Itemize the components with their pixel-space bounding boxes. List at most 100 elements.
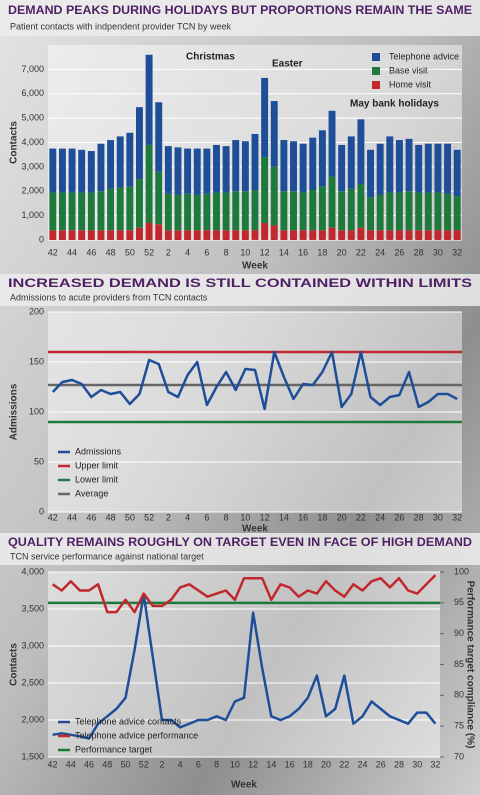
bar-segment [174,230,182,240]
bar-segment [97,191,105,231]
bar-segment [261,77,269,158]
bar-segment [174,194,182,231]
y-tick-label: 6,000 [21,88,44,98]
bar-segment [395,230,403,240]
bar-segment [184,230,192,240]
annotation: Christmas [186,52,235,63]
bar-segment [299,230,307,240]
legend-label: Admissions [75,446,122,456]
x-tick-label: 20 [337,247,347,257]
legend-label: Base visit [389,65,428,75]
bar-segment [49,148,57,193]
bar-segment [405,230,413,240]
bar-segment [241,141,249,192]
x-tick-label: 2 [159,759,164,769]
y-tick-label: 7,000 [21,64,44,74]
bar-segment [251,230,259,240]
y2-tick-label: 95 [454,597,464,607]
y-tick-label: 3,500 [21,603,44,613]
x-tick-label: 18 [317,247,327,257]
y-tick-label: 4,000 [21,137,44,147]
y-tick-label: 150 [29,356,44,366]
bar-segment [213,192,220,231]
bar-segment [338,230,346,240]
bar-segment [116,187,124,231]
header-band [0,274,480,306]
bar-segment [453,230,461,240]
bar-segment [135,179,143,228]
bar-segment [116,136,124,188]
x-tick-label: 30 [433,247,443,257]
bar-segment [68,230,76,240]
bar-segment [367,149,375,198]
bar-segment [309,190,317,231]
legend-label: Average [75,488,108,498]
y-axis-title: Contacts [9,121,20,164]
bar-segment [232,230,240,240]
bar-segment [444,143,452,194]
chart-title: DEMAND PEAKS DURING HOLIDAYS BUT PROPORT… [8,3,472,17]
y2-tick-label: 75 [454,721,464,731]
bar-segment [58,192,66,231]
y-tick-label: 100 [29,406,44,416]
x-tick-label: 14 [266,759,276,769]
y-axis-title: Admissions [9,383,20,440]
bar-segment [347,230,355,240]
bar-segment [453,196,461,231]
x-tick-label: 42 [48,759,58,769]
x-tick-label: 26 [376,759,386,769]
bar-segment [116,230,124,240]
x-tick-label: 52 [139,759,149,769]
bar-segment [376,194,384,231]
x-tick-label: 4 [185,512,190,522]
x-tick-label: 12 [260,512,270,522]
bar-segment [434,230,442,240]
x-axis-title: Week [242,261,268,272]
x-tick-label: 18 [317,512,327,522]
bar-segment [347,136,355,189]
bar-segment [376,143,384,195]
bar-segment [145,144,153,223]
bar-segment [386,230,394,240]
bar-segment [213,144,220,193]
bar-segment [107,140,115,189]
y-axis-title: Contacts [9,643,20,686]
bar-segment [184,193,192,231]
legend-swatch [372,53,380,61]
bar-segment [309,230,317,240]
x-tick-label: 12 [248,759,258,769]
bar-segment [309,137,317,191]
y2-tick-label: 90 [454,628,464,638]
x-tick-label: 10 [240,512,250,522]
bar-segment [222,230,230,240]
bar-segment [415,192,423,231]
bar-segment [251,133,259,191]
bar-segment [232,191,240,231]
x-tick-label: 42 [48,512,58,522]
bar-segment [261,157,269,223]
bar-segment [135,107,143,180]
x-tick-label: 48 [106,512,116,522]
x-tick-label: 8 [214,759,219,769]
y-tick-label: 1,500 [21,751,44,761]
bar-segment [49,192,57,231]
x-tick-label: 14 [279,512,289,522]
bar-segment [97,143,105,192]
y2-tick-label: 85 [454,659,464,669]
bar-segment [270,225,278,240]
plot-area [48,572,440,757]
x-tick-label: 52 [144,512,154,522]
bar-segment [174,147,182,195]
bar-segment [328,227,336,240]
y2-tick-label: 70 [454,751,464,761]
bar-segment [232,140,240,192]
legend-swatch [372,67,380,75]
bar-segment [78,230,86,240]
bar-segment [87,151,95,193]
legend-label: Telephone advice [389,51,459,61]
x-tick-label: 24 [375,512,385,522]
bar-segment [444,230,452,240]
chart-subtitle: TCN service performance against national… [10,551,204,561]
chart-subtitle: Admissions to acute providers from TCN c… [10,292,208,302]
